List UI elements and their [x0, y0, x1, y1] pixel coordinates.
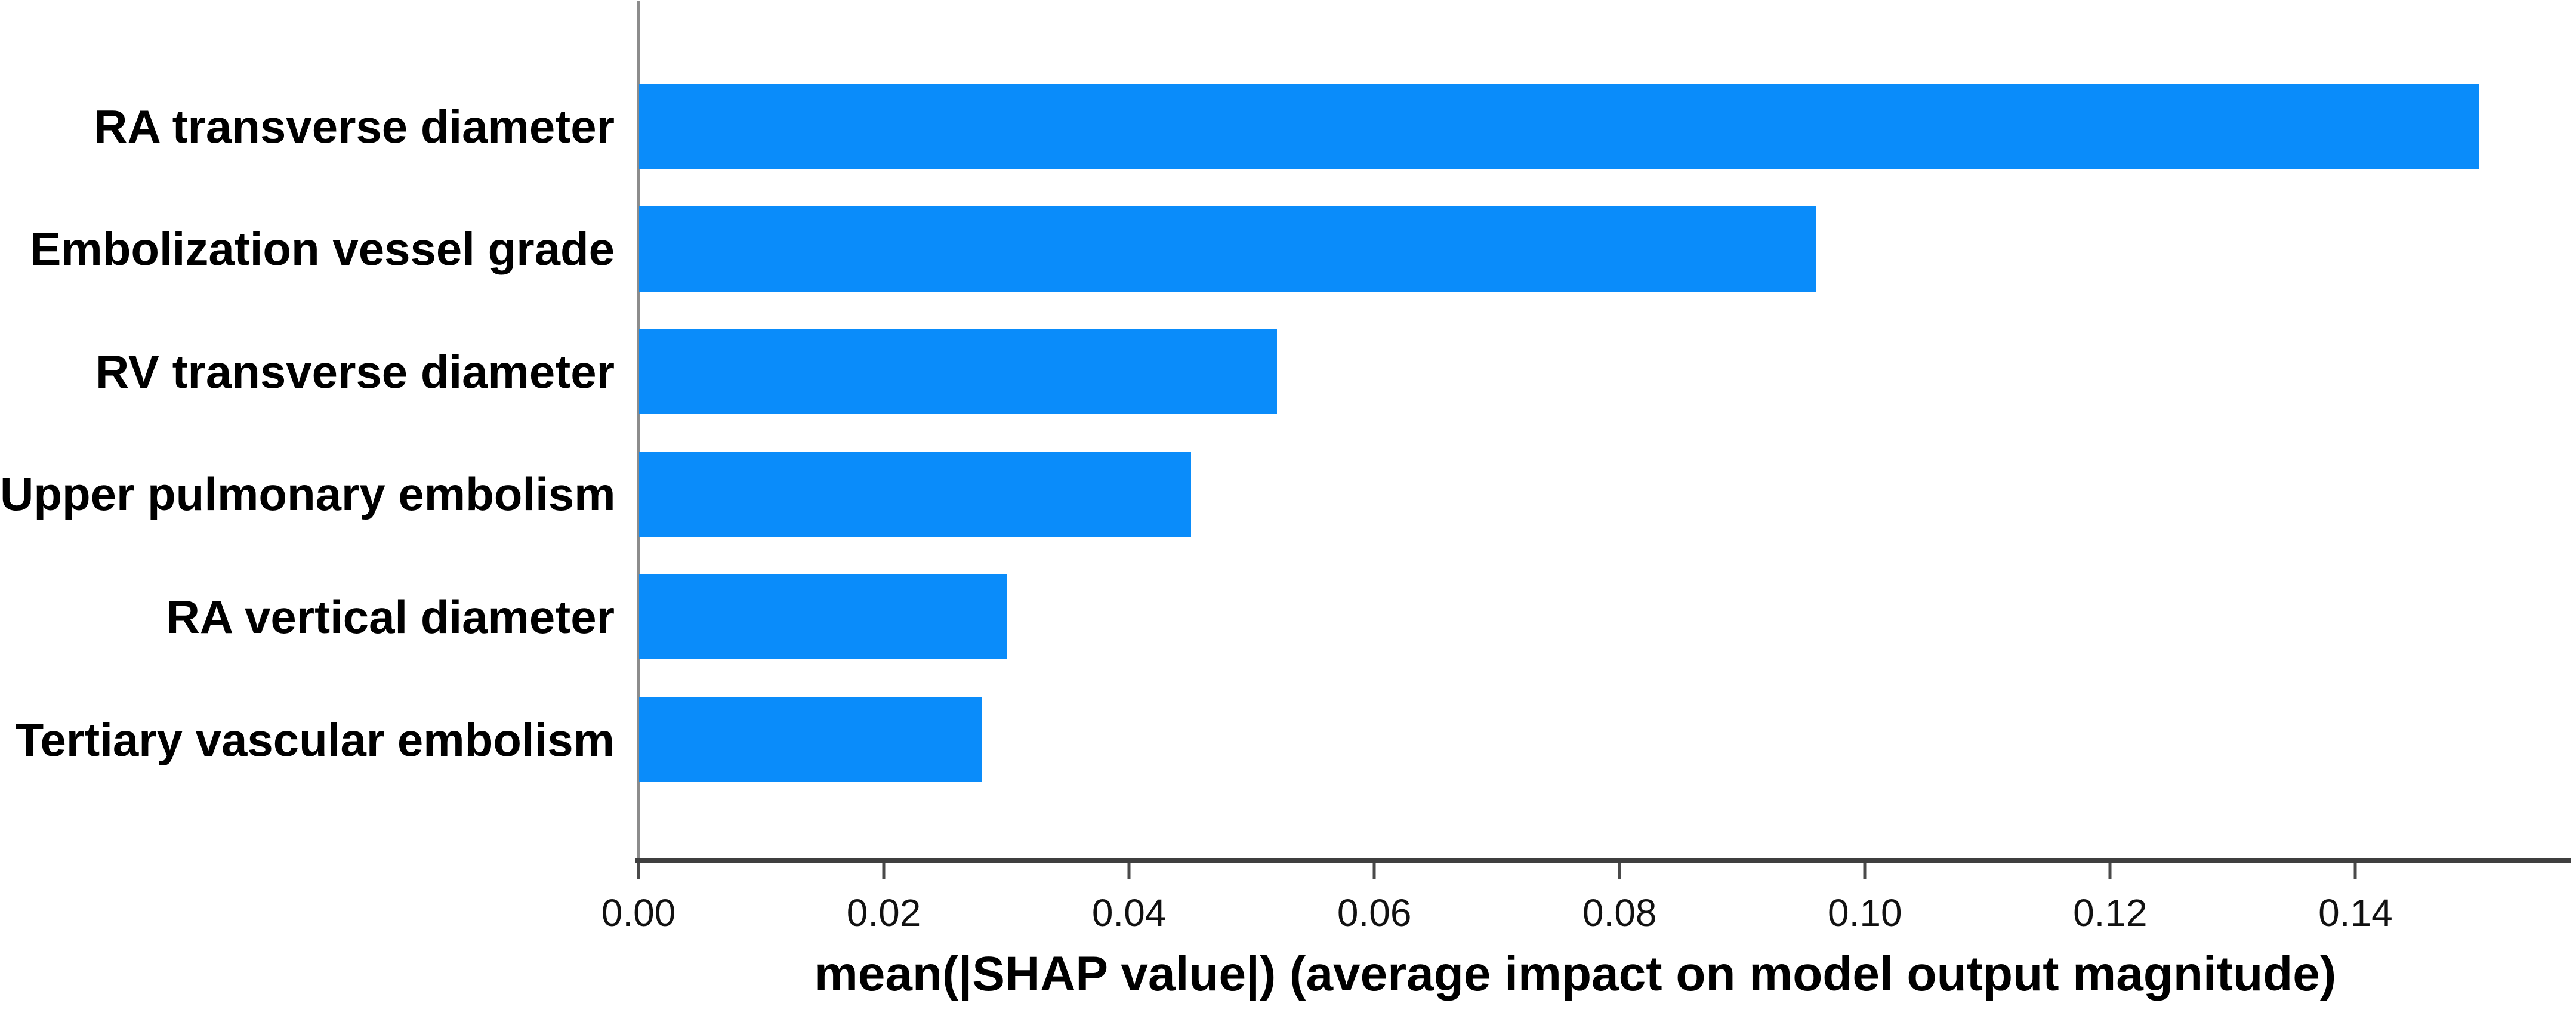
x-tick-mark	[882, 863, 886, 879]
y-axis-spine	[637, 1, 640, 858]
x-tick-mark	[2108, 863, 2112, 879]
bar	[639, 329, 1277, 415]
bar	[639, 84, 2479, 169]
x-tick-label: 0.00	[601, 891, 676, 934]
bar	[639, 451, 1191, 537]
x-axis-title: mean(|SHAP value|) (average impact on mo…	[814, 947, 2337, 1001]
bar	[639, 574, 1007, 660]
x-tick-label: 0.14	[2318, 891, 2393, 934]
bar	[639, 206, 1816, 292]
category-label: Tertiary vascular embolism	[15, 713, 615, 766]
x-tick-label: 0.04	[1091, 891, 1167, 934]
x-tick-mark	[2353, 863, 2357, 879]
x-tick-label: 0.02	[846, 891, 921, 934]
x-tick-label: 0.08	[1582, 891, 1657, 934]
category-label: RA transverse diameter	[94, 100, 615, 153]
x-tick-label: 0.12	[2073, 891, 2148, 934]
x-tick-mark	[1863, 863, 1867, 879]
x-tick-label: 0.10	[1828, 891, 1902, 934]
x-axis-line	[635, 858, 2571, 863]
x-tick-mark	[637, 863, 640, 879]
category-label: Embolization vessel grade	[30, 223, 615, 276]
x-tick-label: 0.06	[1337, 891, 1412, 934]
bar	[639, 697, 982, 782]
x-tick-mark	[1127, 863, 1131, 879]
x-tick-mark	[1618, 863, 1621, 879]
category-label: Upper pulmonary embolism	[0, 468, 616, 521]
x-tick-mark	[1372, 863, 1376, 879]
category-label: RA vertical diameter	[166, 590, 615, 643]
category-label: RV transverse diameter	[95, 345, 615, 398]
